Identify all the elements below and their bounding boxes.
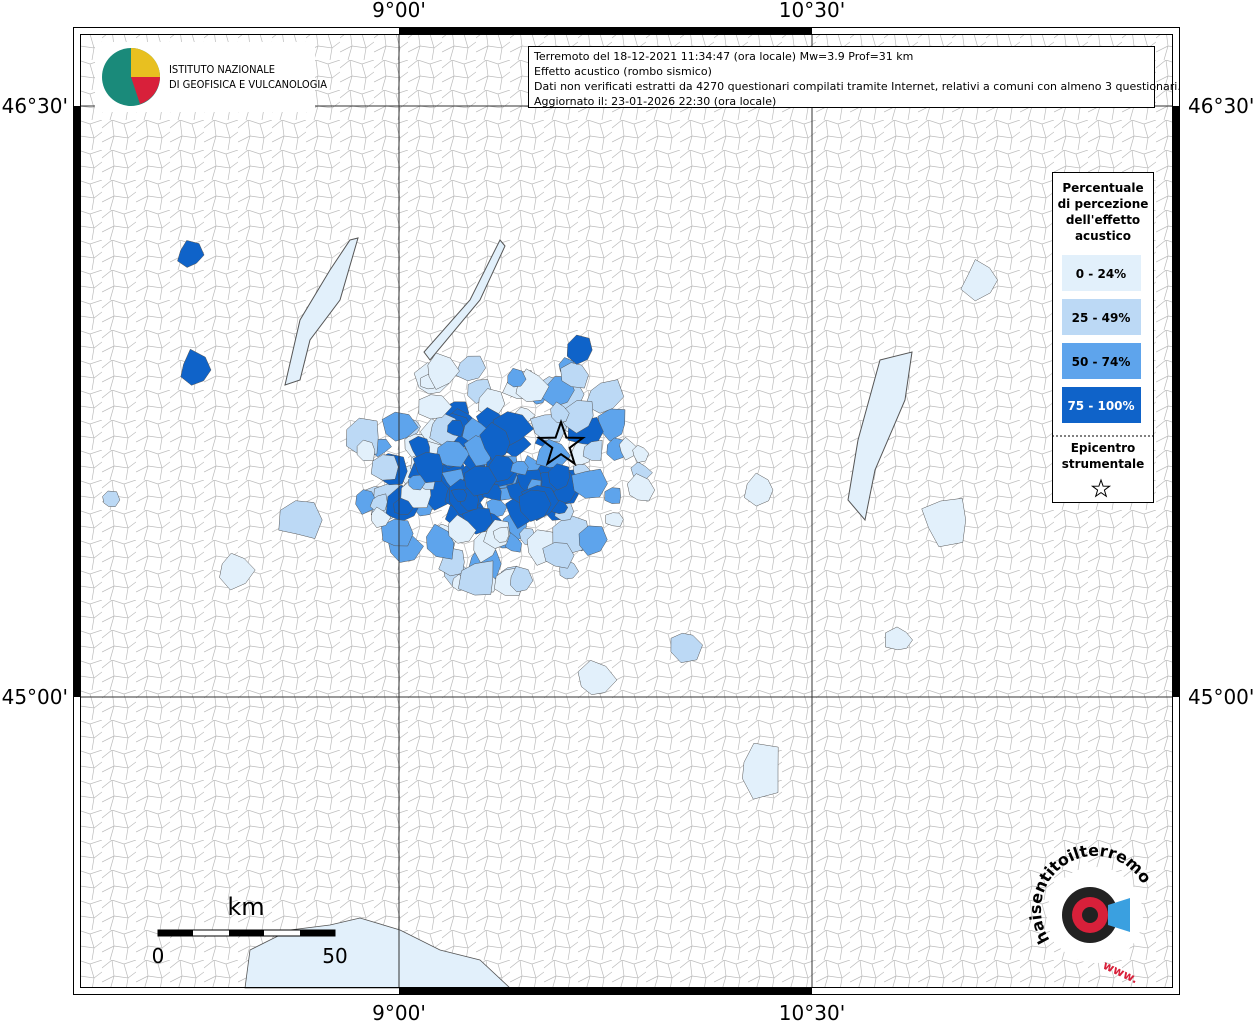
municipality (921, 498, 966, 548)
municipality (627, 473, 656, 502)
frame (73, 27, 1180, 995)
municipality (369, 493, 388, 513)
municipality (742, 742, 779, 800)
lake (847, 351, 913, 522)
municipality (418, 394, 453, 420)
info-line: Terremoto del 18-12-2021 11:34:47 (ora l… (533, 50, 913, 63)
municipality (426, 523, 455, 560)
municipal-boundaries (80, 34, 1172, 988)
municipality (510, 460, 529, 476)
municipality (542, 542, 575, 569)
municipality (960, 259, 998, 302)
info-line: Effetto acustico (rombo sismico) (534, 65, 712, 78)
legend-title: di percezione (1058, 197, 1149, 211)
municipality (605, 512, 624, 527)
municipality (492, 526, 510, 543)
scale-label: 0 (152, 944, 165, 968)
municipality (278, 500, 323, 539)
info-box: Terremoto del 18-12-2021 11:34:47 (ora l… (528, 46, 1181, 108)
municipality (371, 506, 392, 528)
municipality (458, 560, 494, 596)
info-line: Aggiornato il: 23-01-2026 22:30 (ora loc… (534, 95, 776, 108)
municipality (447, 514, 477, 544)
legend-epicenter: strumentale (1062, 457, 1145, 471)
municipality (585, 379, 625, 414)
scale-unit: km (227, 893, 264, 921)
lat-label: 46°30' (2, 94, 68, 118)
municipality (550, 401, 570, 423)
lon-label: 9°00' (372, 0, 426, 22)
municipality (510, 566, 534, 593)
municipality (381, 411, 419, 442)
municipality (571, 468, 608, 499)
legend-label: 0 - 24% (1076, 267, 1126, 281)
legend-label: 50 - 74% (1072, 355, 1131, 369)
lake (423, 239, 506, 361)
municipality (560, 362, 589, 389)
municipality (577, 660, 618, 695)
legend-label: 75 - 100% (1067, 399, 1134, 413)
lat-label: 46°30' (1188, 94, 1254, 118)
lat-label: 45°00' (2, 685, 68, 709)
municipality (463, 466, 497, 497)
municipality (177, 240, 205, 268)
municipality (744, 472, 774, 507)
legend-label: 25 - 49% (1072, 311, 1131, 325)
municipality (518, 489, 552, 522)
lake (284, 237, 359, 386)
legend-swatch (1062, 299, 1141, 335)
legend-swatch (1062, 343, 1141, 379)
municipality (604, 487, 621, 504)
lat-label: 45°00' (1188, 685, 1254, 709)
municipality (632, 444, 650, 463)
legend-star (1090, 478, 1112, 498)
municipality (356, 439, 376, 462)
legend-title: acustico (1075, 229, 1131, 243)
municipality (412, 451, 444, 483)
logo-text: DI GEOFISICA E VULCANOLOGIA (169, 78, 327, 91)
legend-swatch (1062, 387, 1141, 423)
municipality (885, 626, 913, 651)
legend-epicenter: Epicentro (1071, 441, 1136, 455)
legend-swatch (1062, 255, 1141, 291)
municipality (479, 421, 511, 461)
municipality (408, 474, 426, 491)
scale-label: 50 (322, 944, 347, 968)
legend-title: dell'effetto (1066, 213, 1140, 227)
municipality (381, 518, 414, 547)
municipality (670, 632, 703, 663)
municipality (180, 348, 212, 386)
info-line: Dati non verificati estratti da 4270 que… (534, 80, 1181, 93)
municipality (507, 368, 527, 388)
legend-title: Percentuale (1062, 181, 1143, 195)
epicenter (536, 418, 586, 467)
municipality (370, 454, 399, 481)
municipality (219, 552, 256, 591)
municipality (355, 489, 376, 515)
municipality (548, 463, 570, 491)
ingv-logo: ISTITUTO NAZIONALE DI GEOFISICA E VULCAN… (95, 42, 327, 112)
municipality (450, 488, 468, 502)
lon-label: 10°30' (779, 0, 845, 22)
legend: Percentuale di percezione dell'effetto acus… (1052, 172, 1154, 503)
scale-bar: km 0 50 (152, 893, 348, 968)
municipality (447, 419, 464, 437)
lon-label: 9°00' (372, 1001, 426, 1024)
logo-text: ISTITUTO NAZIONALE (169, 63, 275, 76)
municipality (578, 525, 608, 556)
municipality (102, 490, 121, 507)
municipality (566, 334, 593, 365)
municipality (427, 352, 460, 390)
municipality (582, 439, 603, 461)
lon-label: 10°30' (779, 1001, 845, 1024)
